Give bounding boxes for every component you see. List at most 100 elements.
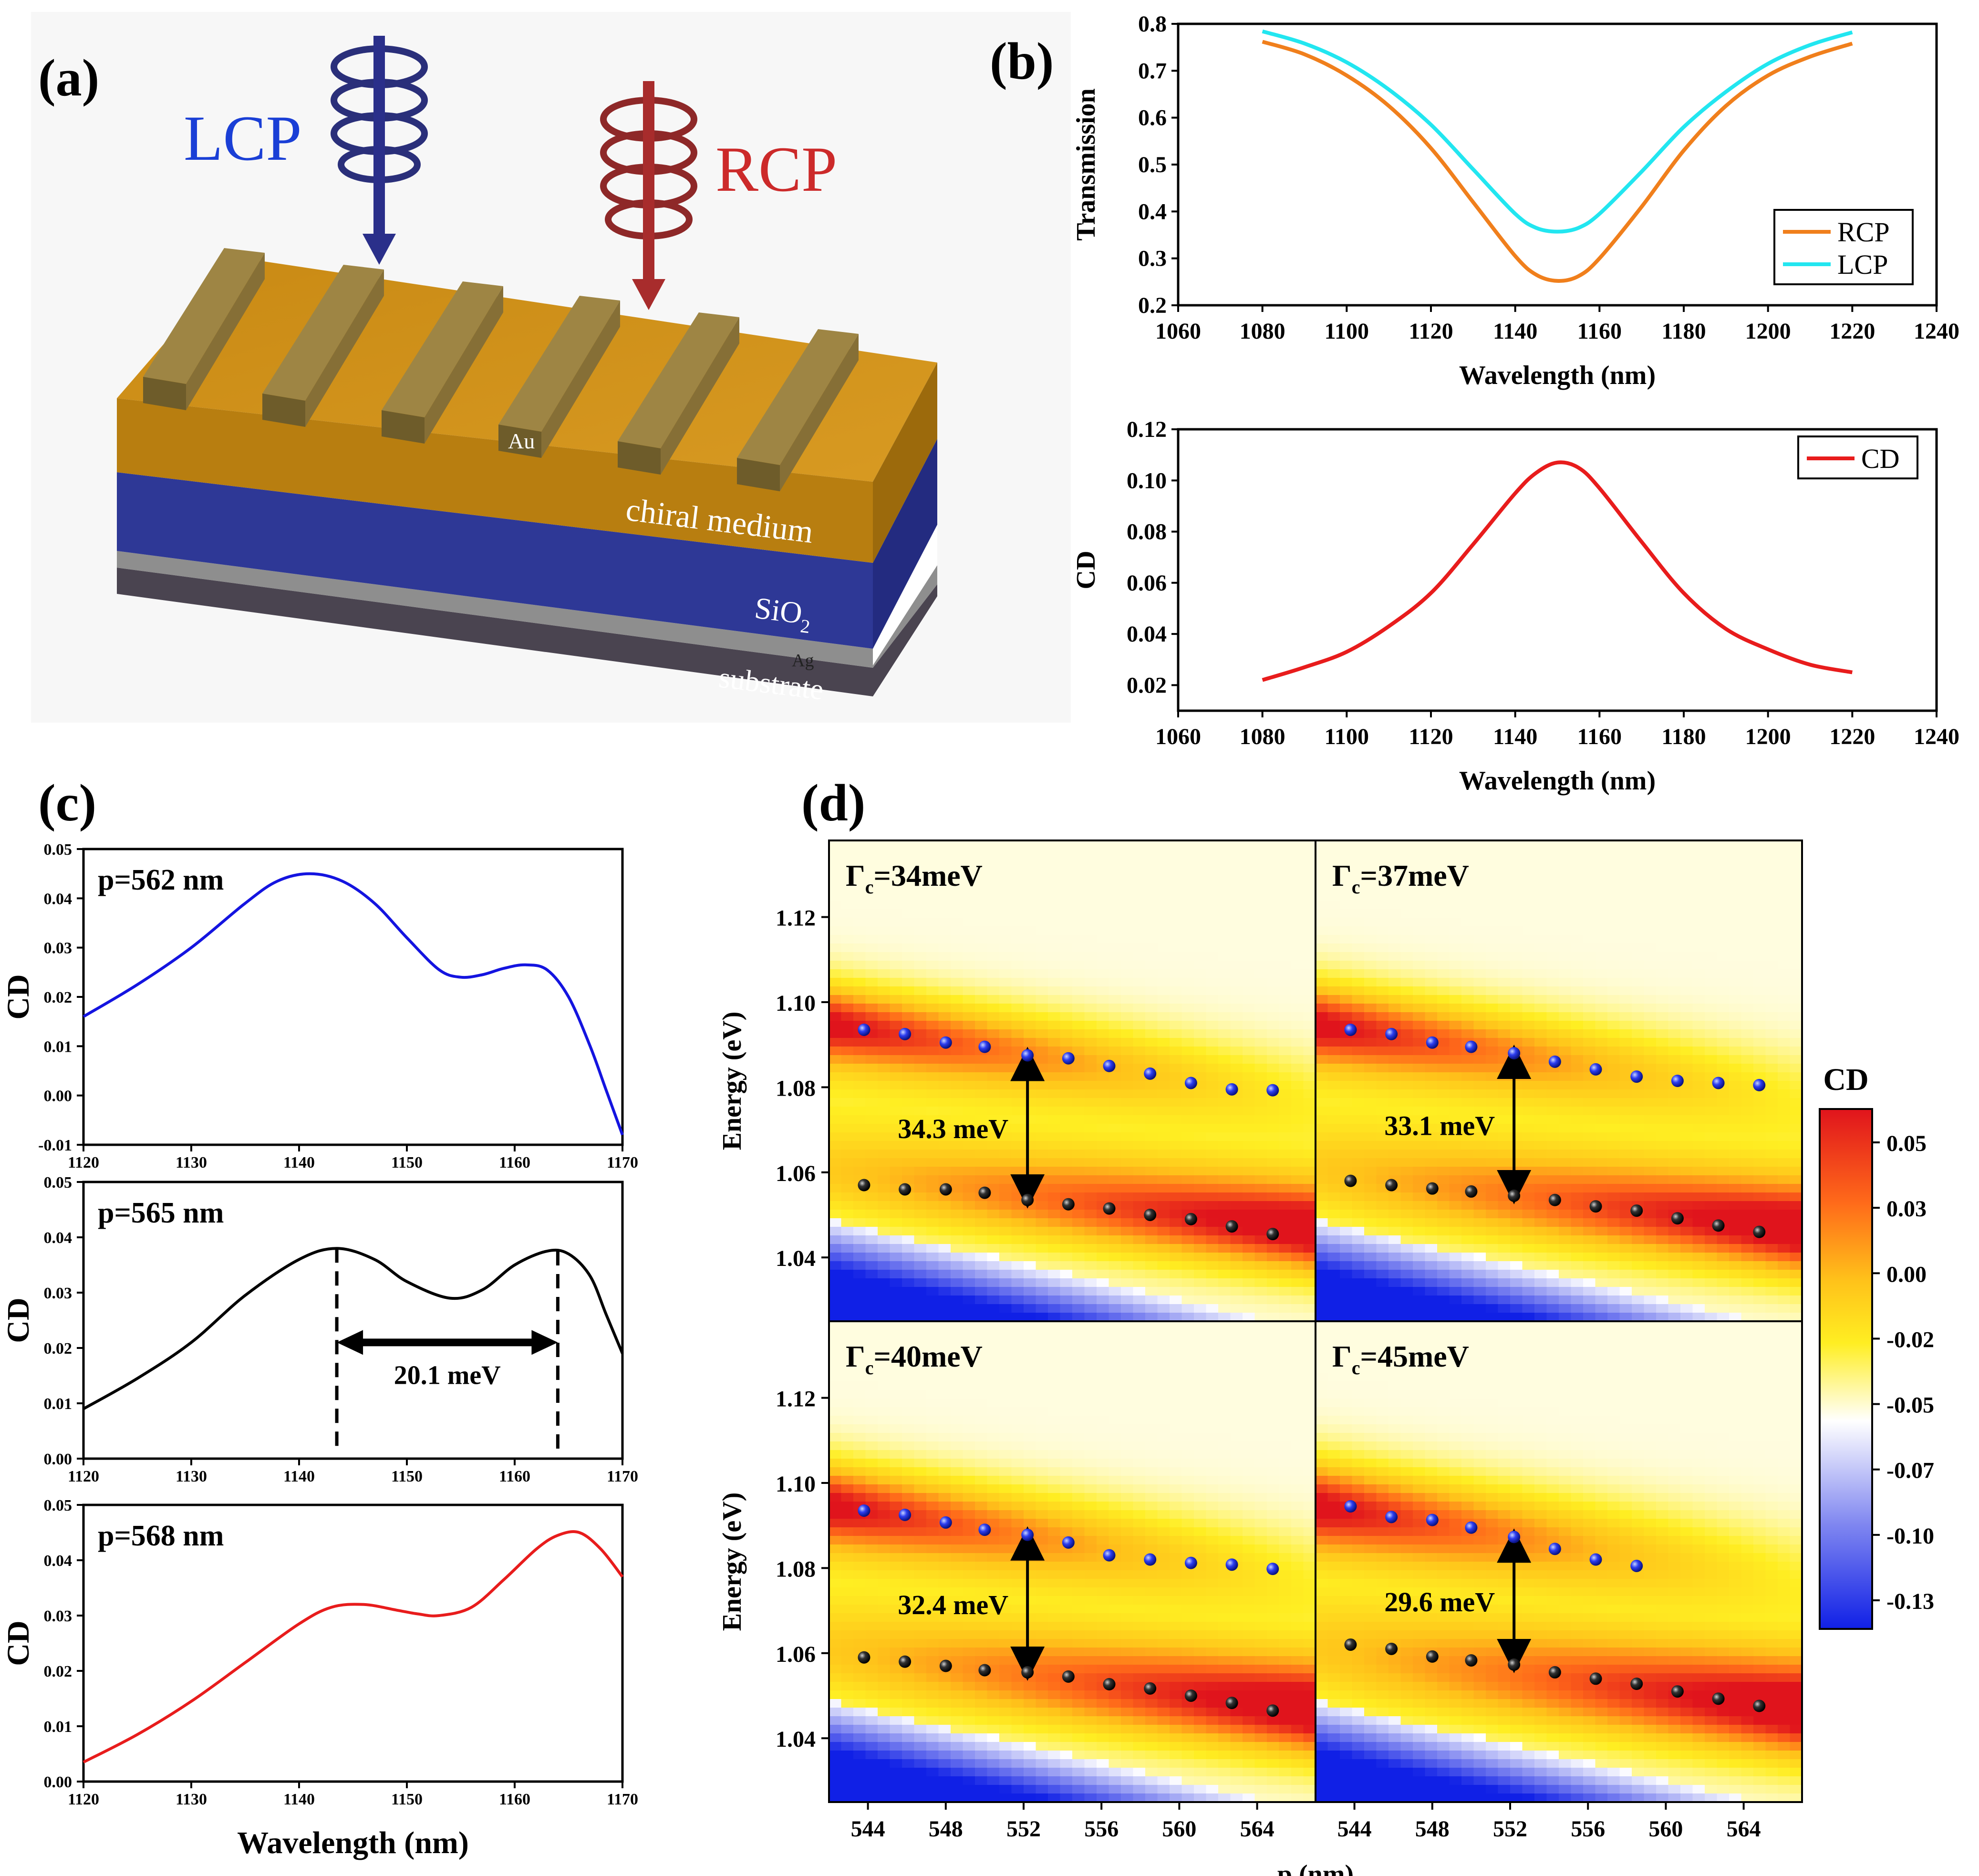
heatmap-cell [1243, 866, 1255, 875]
heatmap-cell [1230, 1021, 1243, 1030]
heatmap-cell [829, 1115, 842, 1124]
heatmap-cell [951, 883, 964, 892]
heatmap-cell [878, 866, 891, 875]
heatmap-cell [999, 935, 1012, 944]
heatmap-cell [1790, 1175, 1803, 1184]
heatmap-cell [1243, 1150, 1255, 1159]
heatmap-cell [1607, 1287, 1620, 1296]
heatmap-cell [878, 1141, 891, 1150]
heatmap-cell [1316, 1235, 1328, 1244]
heatmap-cell [1546, 901, 1559, 910]
heatmap-cell [1048, 849, 1061, 858]
heatmap-cell [1121, 926, 1134, 935]
heatmap-cell [890, 858, 902, 867]
heatmap-cell [853, 1055, 866, 1064]
upper-branch-point [1589, 1063, 1602, 1076]
heatmap-cell [926, 866, 939, 875]
heatmap-cell [1741, 995, 1754, 1004]
heatmap-cell [1510, 1235, 1523, 1244]
heatmap-cell [1461, 909, 1474, 918]
heatmap-cell [865, 1630, 878, 1639]
heatmap-cell [1546, 978, 1559, 987]
heatmap-cell [1522, 901, 1535, 910]
heatmap-cell [878, 1218, 891, 1227]
heatmap-cell [1011, 1158, 1024, 1167]
heatmap-cell [1218, 935, 1231, 944]
heatmap-cell [1291, 1296, 1304, 1305]
heatmap-cell [1668, 875, 1681, 884]
heatmap-cell [1109, 1218, 1121, 1227]
heatmap-cell [1644, 1167, 1657, 1176]
heatmap-cell [1656, 909, 1669, 918]
heatmap-cell [1607, 840, 1620, 850]
heatmap-cell [926, 883, 939, 892]
heatmap-cell [1048, 1287, 1061, 1296]
heatmap-cell [1011, 1184, 1024, 1193]
heatmap-cell [1230, 866, 1243, 875]
heatmap-cell [1413, 978, 1426, 987]
heatmap-cell [1583, 1021, 1596, 1030]
heatmap-cell [1571, 952, 1584, 961]
heatmap-cell [1461, 1235, 1474, 1244]
heatmap-cell [1011, 883, 1024, 892]
heatmap-cell [938, 926, 951, 935]
heatmap-cell [1607, 901, 1620, 910]
heatmap-cell [1036, 1184, 1048, 1193]
heatmap-cell [1218, 1004, 1231, 1013]
heatmap-cell [987, 1124, 1000, 1133]
heatmap-cell [1181, 1270, 1194, 1279]
heatmap-cell [1607, 1004, 1620, 1013]
heatmap-cell [1668, 961, 1681, 970]
heatmap-cell [1206, 978, 1219, 987]
heatmap-cell [1729, 1304, 1742, 1313]
heatmap-cell [1753, 1072, 1766, 1081]
heatmap-cell [1254, 1038, 1267, 1047]
heatmap-cell [1668, 901, 1681, 910]
heatmap-cell [1619, 1055, 1632, 1064]
heatmap-cell [1765, 1072, 1778, 1081]
heatmap-cell [1741, 883, 1754, 892]
heatmap-cell [1644, 875, 1657, 884]
heatmap-cell [1790, 892, 1803, 901]
heatmap-cell [1571, 892, 1584, 901]
heatmap-cell [963, 935, 975, 944]
rcp-label: RCP [715, 134, 837, 205]
heatmap-cell [865, 1579, 878, 1588]
heatmap-cell [1376, 1261, 1389, 1270]
heatmap-cell [829, 909, 842, 918]
heatmap-cell [1388, 986, 1401, 995]
heatmap-cell [1607, 1047, 1620, 1056]
heatmap-cell [1534, 1296, 1547, 1305]
heatmap-cell [1327, 1278, 1340, 1287]
heatmap-cell [1425, 1296, 1438, 1305]
y-tick-label: 0.5 [1138, 152, 1167, 177]
heatmap-cell [1753, 1055, 1766, 1064]
heatmap-cell [1790, 1047, 1803, 1056]
heatmap-cell [1279, 1021, 1292, 1030]
heatmap-cell [1097, 1167, 1109, 1176]
heatmap-cell [865, 1587, 878, 1596]
heatmap-cell [914, 926, 927, 935]
heatmap-cell [1498, 978, 1511, 987]
heatmap-cell [975, 1278, 988, 1287]
heatmap-cell [938, 1141, 951, 1150]
heatmap-cell [1048, 1158, 1061, 1167]
heatmap-cell [1571, 935, 1584, 944]
upper-branch-point [939, 1036, 952, 1049]
heatmap-cell [1595, 935, 1608, 944]
heatmap-cell [1364, 1012, 1377, 1021]
heatmap-cell [1656, 1287, 1669, 1296]
heatmap-cell [1729, 1158, 1742, 1167]
heatmap-cell [1449, 1244, 1462, 1253]
heatmap-cell [1449, 883, 1462, 892]
transmission-chart: 1060 1080 1100 1120 1140 1160 1180 1200 1220 1240… [1071, 11, 1959, 390]
heatmap-cell [1376, 1115, 1389, 1124]
heatmap-cell [1218, 918, 1231, 927]
heatmap-cell [1692, 995, 1705, 1004]
heatmap-cell [1133, 901, 1146, 910]
heatmap-cell [1097, 918, 1109, 927]
heatmap-cell [878, 1227, 891, 1236]
heatmap-cell [1364, 866, 1377, 875]
heatmap-cell [853, 935, 866, 944]
heatmap-cell [1194, 1261, 1207, 1270]
